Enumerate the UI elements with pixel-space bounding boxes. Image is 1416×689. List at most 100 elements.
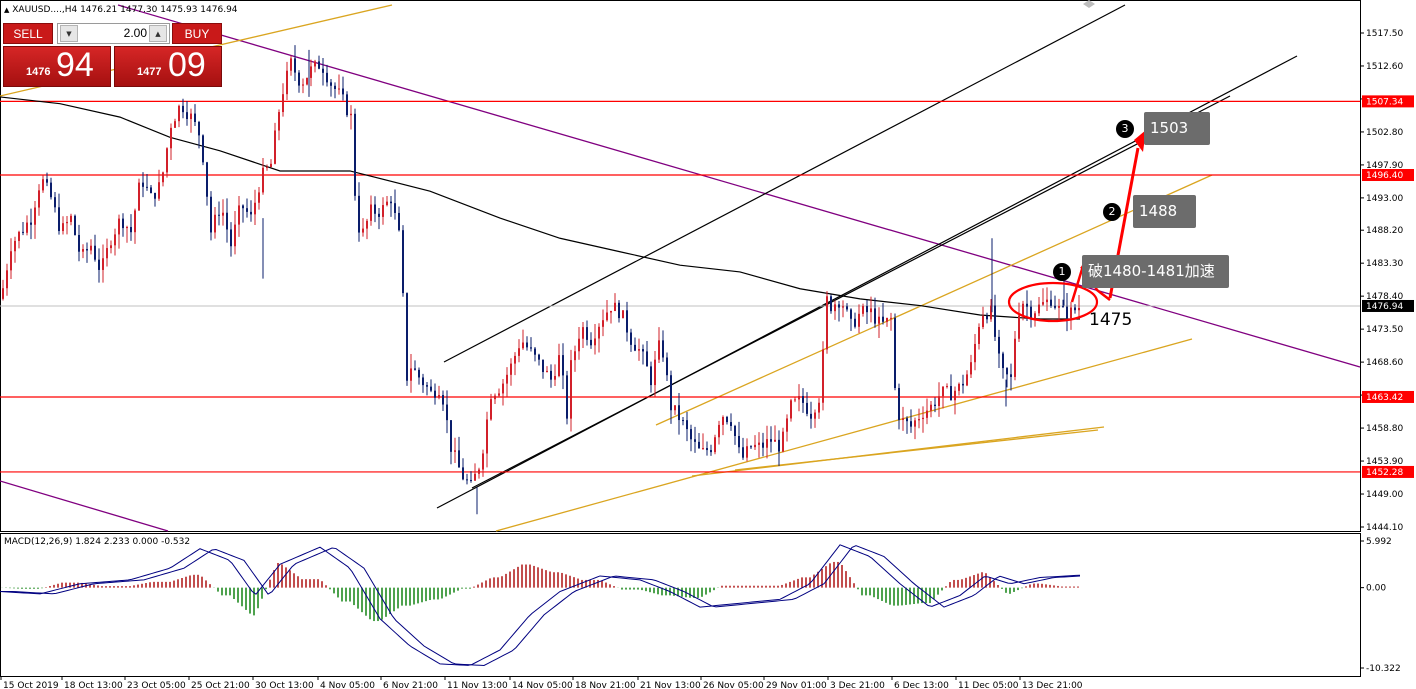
candle-bullish: [954, 390, 956, 401]
candle-bearish: [710, 450, 712, 453]
candle-bullish: [966, 374, 968, 386]
candle-bearish: [874, 308, 876, 324]
candle-bullish: [858, 313, 860, 327]
candle-bearish: [446, 404, 448, 421]
candle-bullish: [38, 190, 40, 208]
candle-bearish: [1074, 307, 1076, 311]
chart-header: ▲ XAUUSD....,H4 1476.21 1477.30 1475.93 …: [4, 5, 238, 15]
price-tick-label: 1468.60: [1366, 358, 1403, 368]
time-tick-label: 30 Oct 13:00: [255, 681, 314, 689]
support-level-label: 1475: [1089, 310, 1133, 330]
candle-bearish: [202, 135, 204, 163]
price-tick-label: 1512.60: [1366, 62, 1403, 72]
candle-bullish: [498, 393, 500, 396]
candle-bearish: [562, 355, 564, 376]
candle-bullish: [970, 362, 972, 375]
candle-bearish: [318, 61, 320, 69]
scroll-marker-icon: [1083, 0, 1095, 8]
candle-bullish: [862, 306, 864, 314]
price-tick-label: 1458.80: [1366, 424, 1403, 434]
candle-bearish: [46, 179, 48, 183]
candle-bearish: [434, 390, 436, 398]
candle-bearish: [934, 404, 936, 406]
candle-bullish: [214, 214, 216, 233]
candle-bearish: [854, 318, 856, 327]
candle-bearish: [646, 351, 648, 367]
candle-bearish: [682, 420, 684, 422]
buy-button[interactable]: BUY: [172, 23, 222, 44]
buy-price-pips: 09: [168, 46, 206, 84]
symbol-info: XAUUSD....,H4 1476.21 1477.30 1475.93 14…: [12, 5, 238, 15]
candle-bearish: [1010, 374, 1012, 377]
candle-bearish: [538, 354, 540, 360]
candle-bearish: [706, 448, 708, 451]
candle-bullish: [278, 112, 280, 131]
candle-bullish: [158, 182, 160, 199]
annotation-box-step2: 1488: [1133, 195, 1196, 228]
candle-bullish: [826, 296, 828, 350]
candle-bearish: [122, 218, 124, 229]
candle-bearish: [742, 447, 744, 458]
candle-bullish: [90, 245, 92, 251]
candle-bullish: [978, 327, 980, 344]
candle-bearish: [730, 422, 732, 426]
candle-bullish: [1034, 313, 1036, 320]
candle-bearish: [426, 385, 428, 387]
candle-bullish: [1038, 304, 1040, 314]
time-tick-label: 29 Nov 01:00: [766, 681, 827, 689]
candle-bearish: [326, 72, 328, 83]
time-tick-label: 18 Nov 21:00: [575, 681, 636, 689]
candle-bullish: [386, 201, 388, 206]
candle-bearish: [346, 94, 348, 116]
candle-bearish: [182, 105, 184, 113]
lot-decrease-icon[interactable]: ▼: [60, 25, 78, 42]
candle-bearish: [294, 58, 296, 73]
lot-size-value[interactable]: 2.00: [123, 26, 147, 40]
candle-bearish: [734, 425, 736, 436]
candle-bullish: [26, 222, 28, 233]
candle-bullish: [638, 349, 640, 351]
candle-bullish: [310, 66, 312, 78]
sell-button[interactable]: SELL: [3, 23, 53, 44]
candle-bearish: [690, 429, 692, 440]
candle-bearish: [698, 441, 700, 449]
collapse-arrow-icon[interactable]: ▲: [4, 6, 10, 14]
lot-size-field[interactable]: ▼ 2.00 ▲: [57, 23, 170, 44]
buy-price-button[interactable]: 1477 09: [114, 46, 222, 87]
candle-bearish: [962, 383, 964, 386]
candle-bullish: [1070, 307, 1072, 319]
macd-tick-label: 0.00: [1366, 584, 1386, 594]
candle-bullish: [6, 270, 8, 289]
candle-bullish: [254, 202, 256, 215]
time-tick-label: 23 Oct 05:00: [127, 681, 186, 689]
time-tick-label: 13 Dec 21:00: [1022, 681, 1083, 689]
candle-bullish: [166, 148, 168, 173]
candle-bullish: [118, 218, 120, 235]
candle-bearish: [58, 207, 60, 232]
candle-bullish: [174, 121, 176, 128]
black-channel-upper: [443, 4, 1126, 363]
candle-bearish: [830, 296, 832, 312]
candle-bearish: [810, 413, 812, 419]
candle-bullish: [482, 453, 484, 470]
level-price-tag: [1362, 169, 1414, 182]
candle-bullish: [1018, 315, 1020, 339]
candle-bearish: [186, 112, 188, 120]
candle-bullish: [478, 469, 480, 474]
lot-increase-icon[interactable]: ▲: [149, 25, 167, 42]
candle-bearish: [194, 113, 196, 122]
candle-bearish: [462, 467, 464, 480]
candle-bullish: [654, 359, 656, 386]
macd-histogram-group: [1, 561, 1079, 622]
sell-price-pips: 94: [56, 46, 94, 84]
candle-bearish: [414, 368, 416, 370]
candle-bullish: [222, 212, 224, 216]
candle-bearish: [626, 310, 628, 333]
candle-bearish: [394, 203, 396, 213]
level-price-tag-label: 1463.42: [1366, 393, 1403, 403]
candle-bearish: [54, 197, 56, 208]
candle-bearish: [846, 306, 848, 310]
candle-bullish: [622, 310, 624, 319]
sell-price-button[interactable]: 1476 94: [3, 46, 111, 87]
